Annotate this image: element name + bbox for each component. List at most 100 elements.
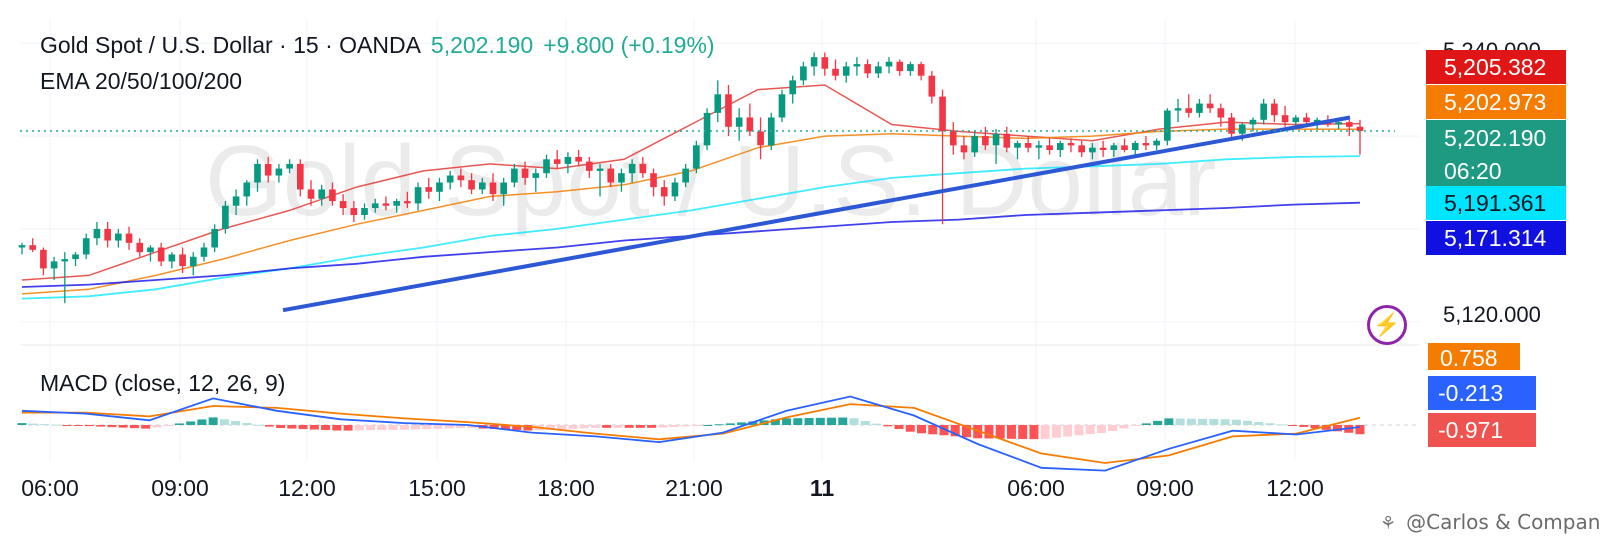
candle-body xyxy=(810,57,818,67)
macd-histogram-bar xyxy=(354,425,364,431)
macd-histogram-bar xyxy=(242,422,252,425)
macd-histogram-bar xyxy=(321,425,331,431)
macd-histogram-bar xyxy=(1153,420,1163,425)
macd-histogram-bar xyxy=(1006,425,1016,439)
macd-histogram-bar xyxy=(1265,423,1275,425)
macd-histogram-bar xyxy=(523,425,533,431)
macd-histogram-bar xyxy=(186,421,196,425)
macd-histogram-bar xyxy=(590,425,600,428)
candle-body xyxy=(532,173,540,178)
candle-body xyxy=(960,145,968,153)
macd-histogram-bar xyxy=(872,423,882,425)
candle-body xyxy=(703,112,711,146)
last-price-tag-value: 5,202.190 xyxy=(1444,125,1547,151)
macd-histogram-bar xyxy=(916,425,926,434)
candle-body xyxy=(1164,110,1171,141)
candle-body xyxy=(29,245,37,250)
macd-histogram-bar xyxy=(579,425,589,429)
candle-body xyxy=(446,175,454,183)
candle-body xyxy=(543,159,550,174)
candle-body xyxy=(40,249,47,269)
macd-histogram-bar xyxy=(62,425,72,426)
candle-body xyxy=(1067,143,1075,146)
macd-histogram-bar xyxy=(1254,422,1264,425)
candle-body xyxy=(318,189,326,199)
macd-histogram-bar xyxy=(1029,425,1039,440)
macd-histogram-bar xyxy=(692,425,702,426)
candle-body xyxy=(618,173,625,183)
candle-body xyxy=(329,189,336,202)
candle-body xyxy=(553,159,561,164)
macd-histogram-bar xyxy=(219,419,229,425)
candle-body xyxy=(789,80,797,95)
candle-body xyxy=(1238,124,1246,134)
candle-body xyxy=(714,94,722,113)
candle-body xyxy=(1014,143,1021,148)
candle-body xyxy=(179,254,186,267)
macd-histogram-bar xyxy=(287,425,297,429)
last-price-tag: 5,202.190 06:20 xyxy=(1426,120,1566,190)
candle-body xyxy=(136,242,144,253)
macd-histogram-bar xyxy=(1130,425,1140,426)
candle-body xyxy=(1281,115,1289,123)
candle-body xyxy=(286,163,293,169)
macd-histogram-bar xyxy=(545,425,555,430)
macd-histogram-bar xyxy=(1018,425,1028,439)
candle-body xyxy=(778,94,786,118)
candle-body xyxy=(1024,143,1032,148)
macd-histogram-bar xyxy=(467,425,477,429)
macd-indicator-label[interactable]: MACD (close, 12, 26, 9) xyxy=(40,370,286,396)
candle-body xyxy=(1206,103,1214,109)
candle-body xyxy=(1260,103,1267,120)
macd-histogram-bar xyxy=(928,425,938,435)
macd-histogram-bar xyxy=(433,425,443,429)
macd-histogram-bar xyxy=(253,424,263,426)
candle-body xyxy=(971,136,978,153)
macd-histogram-bar xyxy=(84,425,94,427)
x-axis-label: 21:00 xyxy=(665,475,723,501)
macd-histogram-bar xyxy=(366,425,376,431)
candle-body xyxy=(125,233,133,243)
candle-body xyxy=(500,182,507,195)
macd-histogram-bar xyxy=(1119,425,1129,429)
x-axis-label: 06:00 xyxy=(1007,475,1065,501)
macd-signal-line xyxy=(22,403,1361,464)
lightning-alert-icon[interactable]: ⚡ xyxy=(1367,305,1407,345)
macd-histogram-bar xyxy=(1186,418,1196,425)
symbol-title[interactable]: Gold Spot / U.S. Dollar · 15 · OANDA xyxy=(40,32,421,58)
macd-histogram-bar xyxy=(939,425,949,436)
macd-histogram-bar xyxy=(1243,420,1253,425)
candle-body xyxy=(1196,103,1203,113)
macd-histogram-bar xyxy=(332,425,342,431)
macd-histogram-bar xyxy=(377,425,387,431)
macd-histogram-bar xyxy=(860,420,870,425)
macd-histogram-bar xyxy=(602,425,612,428)
candle-body xyxy=(875,66,882,74)
macd-histogram-bar xyxy=(1355,425,1365,435)
candle-body xyxy=(735,117,743,127)
macd-histogram-bar xyxy=(1231,419,1241,425)
macd-histogram-bar xyxy=(1051,425,1061,438)
macd-histogram-bar xyxy=(815,417,825,425)
candle-body xyxy=(1217,108,1225,118)
ema-indicator-label[interactable]: EMA 20/50/100/200 xyxy=(40,68,243,94)
macd-histogram-bar xyxy=(1164,418,1174,425)
candle-body xyxy=(800,66,807,81)
macd-line-tag: -0.213 xyxy=(1428,376,1536,410)
x-axis-label: 11 xyxy=(809,475,835,501)
macd-histogram-bar xyxy=(680,425,690,427)
candle-body xyxy=(1303,117,1310,123)
candle-body xyxy=(982,136,989,146)
macd-histogram-bar xyxy=(512,425,522,431)
trendline[interactable] xyxy=(282,115,1351,313)
macd-histogram-tag: -0.971 xyxy=(1428,413,1536,447)
candle-body xyxy=(1046,145,1053,150)
candle-body xyxy=(115,233,122,241)
macd-histogram-bar xyxy=(827,417,837,425)
candle-body xyxy=(436,182,443,192)
candle-body xyxy=(61,259,69,262)
macd-line xyxy=(21,395,1361,472)
candle-body xyxy=(585,161,593,171)
candle-body xyxy=(72,254,79,260)
macd-histogram-bar xyxy=(411,425,421,430)
